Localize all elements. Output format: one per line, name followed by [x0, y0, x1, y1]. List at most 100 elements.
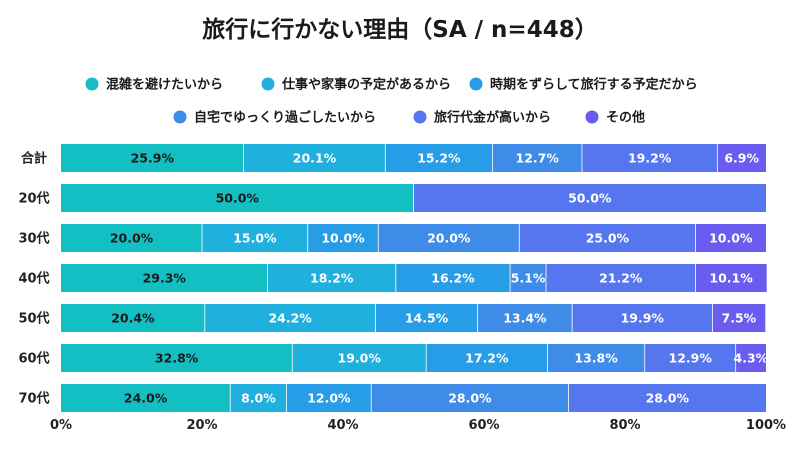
category-label: 20代	[18, 191, 49, 207]
bars: 25.9% 20.1% 15.2% 12.7% 19.2% 6.9% 50.0% 50.0% 2…	[61, 144, 769, 412]
legend-item: 仕事や家事の予定があるから	[261, 77, 451, 93]
bar-segment	[378, 224, 520, 252]
data-label: 25.0%	[586, 231, 630, 246]
legend-label: 旅行代金が高いから	[434, 110, 551, 126]
data-label: 8.0%	[241, 391, 276, 406]
x-axis: 0% 20% 40% 60% 80% 100%	[50, 418, 786, 433]
data-label: 6.9%	[724, 151, 759, 166]
bar-segment	[371, 384, 569, 412]
bar-segment	[375, 304, 478, 332]
bar-segment	[204, 304, 376, 332]
bar-segment	[385, 144, 493, 172]
data-label: 28.0%	[448, 391, 492, 406]
bar-segment	[712, 304, 766, 332]
bar-segment	[230, 384, 287, 412]
legend-swatch	[413, 110, 427, 124]
data-label: 16.2%	[431, 271, 475, 286]
category-label: 合計	[21, 151, 47, 167]
data-label: 7.5%	[722, 311, 757, 326]
x-tick-label: 60%	[468, 418, 499, 433]
data-label: 25.9%	[131, 151, 175, 166]
legend: 混雑を避けたいから 仕事や家事の予定があるから 時期をずらして旅行する予定だから自宅…	[85, 77, 698, 126]
bar-segment	[292, 344, 427, 372]
data-label: 29.3%	[143, 271, 187, 286]
bar-segment	[243, 144, 386, 172]
data-label: 19.2%	[628, 151, 672, 166]
bar-segment	[572, 304, 713, 332]
category-label: 40代	[18, 271, 49, 287]
legend-label: 混雑を避けたいから	[106, 77, 223, 93]
data-label: 21.2%	[599, 271, 643, 286]
legend-label: 時期をずらして旅行する予定だから	[490, 77, 698, 93]
bar-segment	[286, 384, 372, 412]
data-label: 20.4%	[111, 311, 155, 326]
data-label: 18.2%	[310, 271, 354, 286]
category-label: 60代	[18, 351, 49, 367]
bar-segment	[519, 224, 696, 252]
data-label: 15.2%	[417, 151, 461, 166]
data-label: 20.0%	[110, 231, 154, 246]
data-label: 20.0%	[427, 231, 471, 246]
data-label: 13.8%	[574, 351, 618, 366]
bar-segment	[546, 264, 696, 292]
legend-label: その他	[606, 110, 645, 126]
bar-segment	[717, 144, 766, 172]
legend-swatch	[585, 110, 599, 124]
category-label: 50代	[18, 311, 49, 327]
data-label: 12.7%	[516, 151, 560, 166]
data-label: 13.4%	[503, 311, 547, 326]
legend-item: 時期をずらして旅行する予定だから	[469, 77, 698, 93]
bar-segment	[477, 304, 573, 332]
legend-swatch	[469, 77, 483, 91]
data-label: 12.0%	[307, 391, 351, 406]
legend-label: 自宅でゆっくり過ごしたいから	[194, 110, 376, 126]
data-label: 10.0%	[709, 231, 753, 246]
bar-segment	[61, 344, 293, 372]
legend-item: 旅行代金が高いから	[413, 110, 551, 126]
bar-segment	[547, 344, 645, 372]
bar-segment	[413, 184, 766, 212]
bar-segment	[426, 344, 548, 372]
bar-segment	[568, 384, 766, 412]
bar-segment	[61, 144, 244, 172]
x-tick-label: 0%	[50, 418, 72, 433]
bar-segment	[61, 384, 231, 412]
data-label: 24.2%	[268, 311, 312, 326]
bar-segment	[395, 264, 511, 292]
data-label: 20.1%	[293, 151, 337, 166]
data-label: 17.2%	[465, 351, 509, 366]
chart-title: 旅行に行かない理由（SA / n=448）	[202, 16, 597, 43]
category-label: 30代	[18, 231, 49, 247]
data-label: 12.9%	[669, 351, 713, 366]
x-tick-label: 20%	[186, 418, 217, 433]
data-label: 10.0%	[321, 231, 365, 246]
bar-segment	[61, 224, 202, 252]
legend-swatch	[85, 77, 99, 91]
bar-segment	[61, 184, 414, 212]
bar-segment	[61, 304, 205, 332]
category-label: 70代	[18, 391, 49, 407]
data-label: 24.0%	[124, 391, 168, 406]
legend-item: 混雑を避けたいから	[85, 77, 223, 93]
bar-segment	[644, 344, 736, 372]
data-label: 19.0%	[338, 351, 382, 366]
bar-segment	[695, 224, 766, 252]
data-label: 5.1%	[511, 271, 546, 286]
bar-segment	[492, 144, 582, 172]
x-tick-label: 80%	[609, 418, 640, 433]
bar-segment	[202, 224, 308, 252]
legend-swatch	[261, 77, 275, 91]
data-label: 10.1%	[709, 271, 753, 286]
data-label: 28.0%	[646, 391, 690, 406]
x-tick-label: 40%	[327, 418, 358, 433]
data-label: 14.5%	[405, 311, 449, 326]
bar-segment	[695, 264, 767, 292]
bar-segment	[735, 344, 766, 372]
x-tick-label: 100%	[746, 418, 786, 433]
legend-label: 仕事や家事の予定があるから	[281, 77, 451, 93]
category-labels: 合計 20代 30代 40代 50代 60代 70代	[18, 151, 49, 407]
data-label: 15.0%	[233, 231, 277, 246]
data-label: 50.0%	[568, 191, 612, 206]
bar-segment	[510, 264, 547, 292]
